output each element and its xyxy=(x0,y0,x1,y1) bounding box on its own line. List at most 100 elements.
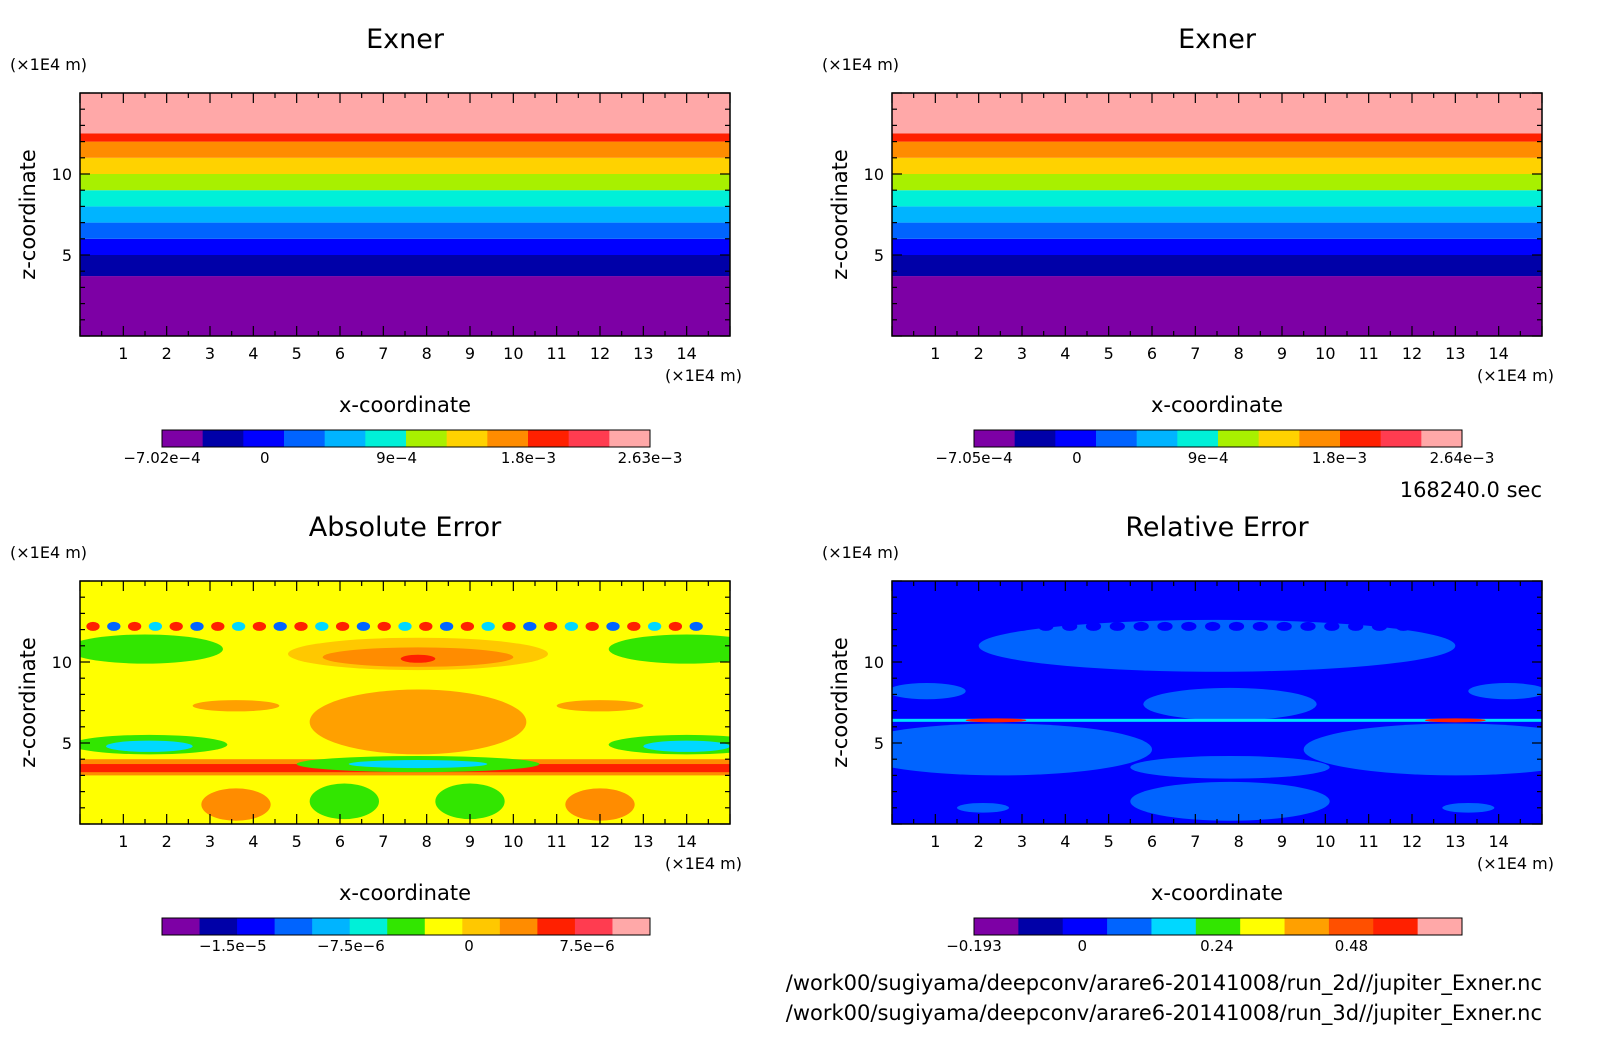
contour-cell xyxy=(543,621,558,631)
contour-region xyxy=(1143,687,1317,721)
contour-region xyxy=(192,700,280,712)
contour-band xyxy=(892,206,1542,223)
contour-region xyxy=(965,718,1027,723)
x-tick-label: 12 xyxy=(1402,344,1422,363)
y-tick-label: 10 xyxy=(52,165,72,184)
colorbar-swatch xyxy=(537,918,576,935)
x-tick-label: 4 xyxy=(1060,344,1070,363)
colorbar-tick-label: 9e−4 xyxy=(1188,449,1229,467)
y-unit-label: (×1E4 m) xyxy=(10,55,87,74)
x-tick-label: 7 xyxy=(378,832,388,851)
x-tick-label: 6 xyxy=(1147,344,1157,363)
colorbar-swatch xyxy=(568,430,610,447)
x-tick-label: 11 xyxy=(1358,344,1378,363)
contour-cell xyxy=(1109,621,1125,631)
x-tick-label: 4 xyxy=(248,832,258,851)
colorbar-tick-label: 0 xyxy=(260,449,270,467)
contour-cell xyxy=(1205,621,1221,631)
x-tick-label: 3 xyxy=(205,344,215,363)
colorbar-swatch xyxy=(424,918,463,935)
x-tick-label: 2 xyxy=(162,832,172,851)
x-tick-label: 1 xyxy=(118,344,128,363)
colorbar-swatch xyxy=(609,430,651,447)
contour-cell xyxy=(1014,621,1030,631)
file-path-2d: /work00/sugiyama/deepconv/arare6-2014100… xyxy=(786,971,1542,996)
x-tick-label: 6 xyxy=(1147,832,1157,851)
colorbar-tick-label: −0.193 xyxy=(946,937,1002,955)
contour-cell xyxy=(1348,621,1364,631)
colorbar-swatch xyxy=(1340,430,1382,447)
contour-region xyxy=(80,634,223,664)
colorbar-tick-label: 2.64e−3 xyxy=(1430,449,1495,467)
x-tick-label: 10 xyxy=(503,344,523,363)
y-tick-label: 5 xyxy=(874,734,884,753)
contour-region xyxy=(1130,755,1330,779)
x-tick-label: 12 xyxy=(590,344,610,363)
contour-region xyxy=(201,788,271,821)
colorbar-swatch xyxy=(1218,430,1260,447)
colorbar-swatch xyxy=(1373,918,1419,935)
colorbar-swatch xyxy=(202,430,244,447)
contour-region xyxy=(565,788,635,821)
colorbar-swatch xyxy=(1062,918,1108,935)
colorbar-frame xyxy=(973,917,1463,936)
colorbar-tick-label: 1.8e−3 xyxy=(1312,449,1367,467)
x-tick-label: 5 xyxy=(1104,832,1114,851)
colorbar-swatch xyxy=(1195,918,1241,935)
contour-cell xyxy=(419,621,433,631)
contour-cell xyxy=(294,621,308,631)
colorbar-swatch xyxy=(1096,430,1138,447)
x-unit-label: (×1E4 m) xyxy=(665,854,742,873)
x-tick-label: 8 xyxy=(422,344,432,363)
contour-cell xyxy=(86,621,100,631)
x-tick-label: 6 xyxy=(335,344,345,363)
chart-title: Exner xyxy=(1178,24,1257,55)
colorbar-swatch xyxy=(1136,430,1178,447)
contour-band xyxy=(892,141,1542,158)
colorbar-tick-label: 0 xyxy=(1072,449,1082,467)
colorbar: −1.5e−5 −7.5e−6 0 7.5e−6 xyxy=(161,917,651,955)
x-tick-label: 13 xyxy=(633,832,653,851)
y-unit-label: (×1E4 m) xyxy=(822,543,899,562)
contour-cell xyxy=(190,621,204,631)
y-tick-label: 5 xyxy=(62,246,72,265)
contour-band xyxy=(80,206,730,223)
colorbar-tick-label: 0 xyxy=(464,937,474,955)
colorbar-swatch xyxy=(1177,430,1219,447)
x-tick-label: 14 xyxy=(1488,344,1508,363)
contour-cell xyxy=(1324,621,1340,631)
colorbar-swatch xyxy=(1284,918,1330,935)
colorbar-swatch xyxy=(274,918,313,935)
contour-region xyxy=(892,723,1152,776)
colorbar-swatch xyxy=(499,918,538,935)
colorbar-tick-label: −1.5e−5 xyxy=(199,937,267,955)
x-tick-label: 10 xyxy=(1315,344,1335,363)
contour-band xyxy=(80,174,730,191)
contour-cell xyxy=(1395,621,1411,631)
x-tick-label: 13 xyxy=(633,344,653,363)
colorbar-swatch xyxy=(1014,430,1056,447)
x-tick-label: 10 xyxy=(1315,832,1335,851)
contour-cell xyxy=(606,621,620,631)
y-axis-label: z-coordinate xyxy=(16,149,40,280)
colorbar-swatch xyxy=(349,918,388,935)
contour-cell xyxy=(107,621,121,631)
colorbar: −7.05e−4 0 9e−4 1.8e−3 2.64e−3 xyxy=(935,429,1495,467)
y-tick-label: 10 xyxy=(864,165,884,184)
contour-region xyxy=(957,802,1009,813)
contour-region xyxy=(106,740,193,752)
colorbar-swatch xyxy=(1328,918,1374,935)
contour-band xyxy=(80,276,730,336)
chart-title: Relative Error xyxy=(1125,512,1309,543)
colorbar: −0.193 0 0.24 0.48 xyxy=(946,917,1463,955)
x-tick-label: 3 xyxy=(205,832,215,851)
contour-region xyxy=(309,689,527,755)
colorbar-tick-label: 2.63e−3 xyxy=(618,449,683,467)
colorbar-tick-label: 7.5e−6 xyxy=(559,937,614,955)
colorbar-tick-label: −7.05e−4 xyxy=(935,449,1012,467)
contour-cell xyxy=(273,621,287,631)
colorbar-swatch xyxy=(243,430,285,447)
contour-band xyxy=(892,133,1542,142)
x-tick-label: 13 xyxy=(1445,344,1465,363)
